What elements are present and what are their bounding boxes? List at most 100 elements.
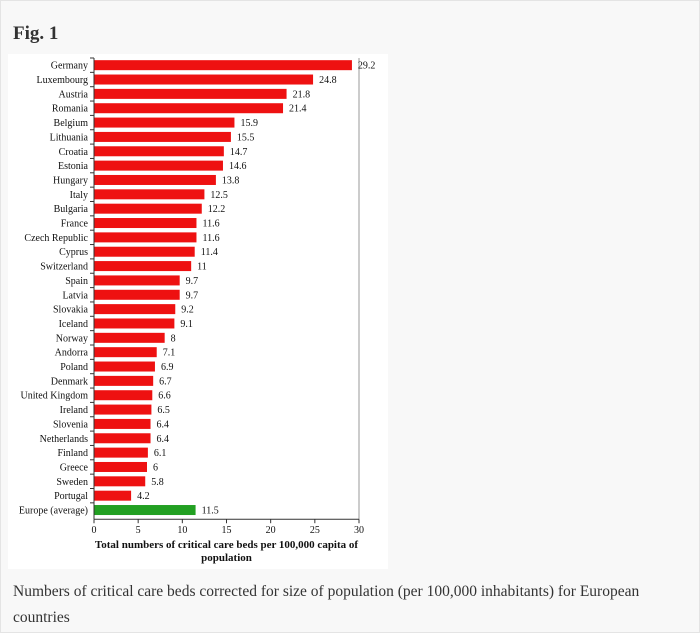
category-label: Greece	[60, 462, 89, 473]
bar	[94, 60, 352, 71]
data-label: 14.7	[230, 147, 248, 158]
data-label: 5.8	[151, 477, 164, 488]
bar	[94, 505, 196, 516]
data-label: 21.4	[289, 104, 307, 115]
data-label: 9.1	[180, 319, 193, 330]
data-label: 11	[197, 262, 207, 273]
bar-chart: Germany 29.2 Luxembourg 24.8 Austria 21.8 Roma…	[19, 57, 376, 564]
bar	[94, 246, 195, 257]
category-label: Europe (average)	[19, 506, 88, 517]
category-label: Cyprus	[59, 247, 88, 258]
data-label: 24.8	[319, 75, 337, 86]
bar	[94, 289, 180, 300]
x-tick-label: 15	[222, 525, 232, 536]
data-label: 6.4	[157, 419, 170, 430]
category-label: Czech Republic	[24, 233, 88, 244]
data-label: 11.6	[202, 219, 219, 230]
x-tick-label: 10	[177, 525, 187, 536]
category-label: Italy	[70, 190, 88, 201]
bar	[94, 404, 152, 415]
data-label: 21.8	[293, 89, 311, 100]
bar	[94, 461, 147, 472]
bar	[94, 174, 216, 185]
data-label: 11.5	[202, 506, 219, 517]
bar	[94, 131, 231, 142]
category-label: Croatia	[59, 147, 89, 158]
bar	[94, 117, 235, 128]
bar	[94, 418, 151, 429]
category-label: United Kingdom	[21, 391, 89, 402]
bar	[94, 390, 153, 401]
category-label: Slovenia	[53, 419, 89, 430]
data-label: 6.5	[157, 405, 170, 416]
bar	[94, 160, 223, 171]
x-tick-label: 0	[92, 525, 97, 536]
data-label: 12.2	[208, 204, 226, 215]
bar	[94, 232, 197, 243]
category-label: Ireland	[60, 405, 88, 416]
category-label: Latvia	[62, 290, 88, 301]
bar	[94, 318, 175, 329]
bar	[94, 88, 287, 99]
category-label: Slovakia	[53, 305, 89, 316]
bar	[94, 103, 284, 114]
bar	[94, 332, 165, 343]
data-label: 13.8	[222, 175, 240, 186]
x-tick-label: 20	[266, 525, 276, 536]
data-label: 6.4	[157, 434, 170, 445]
category-label: Luxembourg	[37, 75, 88, 86]
category-label: Sweden	[56, 477, 88, 488]
bar	[94, 476, 146, 487]
data-label: 6.9	[161, 362, 174, 373]
chart-panel: Germany 29.2 Luxembourg 24.8 Austria 21.8 Roma…	[8, 54, 388, 569]
data-label: 4.2	[137, 491, 150, 502]
data-label: 6.6	[158, 391, 171, 402]
category-label: Lithuania	[50, 132, 89, 143]
data-label: 11.6	[202, 233, 219, 244]
category-label: Belgium	[54, 118, 89, 129]
bar	[94, 304, 176, 315]
category-label: Andorra	[55, 348, 89, 359]
figure-caption: Numbers of critical care beds corrected …	[13, 583, 640, 626]
category-label: Austria	[59, 89, 89, 100]
x-tick-label: 5	[136, 525, 141, 536]
category-label: Portugal	[54, 491, 88, 502]
bar	[94, 74, 314, 85]
category-label: Estonia	[58, 161, 89, 172]
bar	[94, 447, 148, 458]
category-label: Spain	[65, 276, 88, 287]
bar	[94, 189, 205, 200]
data-label: 6	[153, 462, 158, 473]
data-label: 6.7	[159, 376, 172, 387]
category-label: Bulgaria	[54, 204, 89, 215]
bar	[94, 261, 192, 272]
bar	[94, 375, 154, 386]
x-tick-label: 25	[310, 525, 320, 536]
category-label: Switzerland	[40, 262, 88, 273]
figure-label: Fig. 1	[13, 23, 59, 44]
data-label: 8	[171, 333, 176, 344]
bar	[94, 361, 155, 372]
data-label: 12.5	[210, 190, 228, 201]
bar	[94, 490, 132, 501]
data-label: 9.7	[186, 290, 199, 301]
bar	[94, 218, 197, 229]
category-label: Hungary	[53, 175, 88, 186]
category-label: Romania	[52, 104, 89, 115]
category-label: Denmark	[51, 376, 88, 387]
category-label: Poland	[60, 362, 88, 373]
category-label: France	[61, 219, 89, 230]
category-label: Netherlands	[40, 434, 88, 445]
data-label: 29.2	[358, 61, 376, 72]
bar	[94, 347, 157, 358]
category-label: Finland	[57, 448, 88, 459]
data-label: 15.9	[240, 118, 258, 129]
category-label: Norway	[56, 333, 88, 344]
x-axis-title: Total numbers of critical care beds per …	[95, 539, 358, 564]
data-label: 11.4	[201, 247, 218, 258]
data-label: 9.2	[181, 305, 194, 316]
bar	[94, 146, 224, 157]
data-label: 7.1	[163, 348, 176, 359]
data-label: 14.6	[229, 161, 247, 172]
